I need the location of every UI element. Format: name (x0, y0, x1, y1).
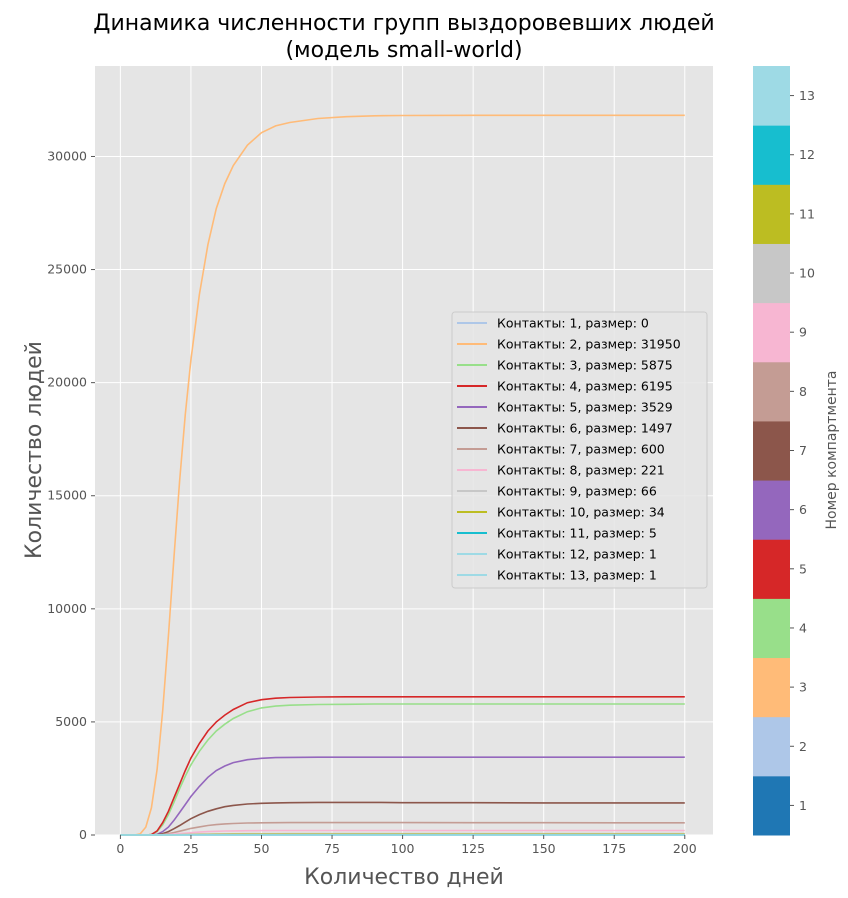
legend-box (451, 311, 708, 589)
colorbar-tick-label: 6 (799, 502, 807, 517)
legend-entry-8: Контакты: 8, размер: 221 (497, 463, 665, 478)
y-tick-label: 0 (79, 827, 87, 842)
legend-entry-7: Контакты: 7, размер: 600 (497, 442, 665, 457)
x-tick-label: 50 (254, 841, 270, 856)
colorbar-segment-13 (753, 66, 790, 126)
colorbar-tick-label: 8 (799, 384, 807, 399)
x-tick-label: 100 (391, 841, 415, 856)
x-tick-label: 25 (183, 841, 199, 856)
colorbar-tick-label: 2 (799, 739, 807, 754)
colorbar-tick-label: 10 (799, 266, 815, 281)
x-axis-label: Количество дней (304, 865, 504, 890)
series-line-4 (120, 696, 685, 836)
colorbar-tick-label: 4 (799, 620, 807, 635)
colorbar-segment-5 (753, 539, 790, 599)
colorbar-segment-10 (753, 243, 790, 304)
colorbar-tick-label: 13 (799, 88, 815, 103)
colorbar-tick-label: 9 (799, 325, 807, 340)
y-tick-labels: 0 5000 10000 15000 20000 25000 30000 (47, 148, 95, 842)
series-lines (120, 114, 685, 836)
colorbar-tick-label: 7 (799, 443, 807, 458)
legend-entry-10: Контакты: 10, размер: 34 (497, 505, 665, 520)
legend-entry-13: Контакты: 13, размер: 1 (497, 568, 657, 583)
y-tick-label: 30000 (47, 148, 87, 163)
colorbar-segment-4 (753, 598, 790, 659)
y-axis-label: Количество людей (22, 341, 47, 559)
colorbar-segment-6 (753, 480, 790, 540)
colorbar-segment-12 (753, 125, 790, 185)
colorbar-segment-11 (753, 184, 790, 244)
legend-entry-5: Контакты: 5, размер: 3529 (497, 400, 673, 415)
legend-entry-6: Контакты: 6, размер: 1497 (497, 421, 673, 436)
legend-entry-4: Контакты: 4, размер: 6195 (497, 379, 673, 394)
series-line-2 (120, 114, 685, 836)
colorbar-tick-label: 1 (799, 798, 807, 813)
colorbar-segment-8 (753, 361, 790, 422)
colorbar-segment-3 (753, 657, 790, 718)
colorbar-tick-label: 11 (799, 206, 815, 221)
colorbar-tick-label: 3 (799, 680, 807, 695)
y-tick-label: 20000 (47, 375, 87, 390)
legend-entry-1: Контакты: 1, размер: 0 (497, 316, 649, 331)
legend-entry-9: Контакты: 9, размер: 66 (497, 484, 657, 499)
legend-entry-3: Контакты: 3, размер: 5875 (497, 358, 673, 373)
colorbar-tick-label: 5 (799, 561, 807, 576)
x-tick-label: 0 (116, 841, 124, 856)
colorbar-tick-label: 12 (799, 147, 815, 162)
y-tick-label: 10000 (47, 601, 87, 616)
colorbar-segment-1 (753, 775, 790, 836)
colorbar-segment-9 (753, 302, 790, 363)
legend-entry-11: Контакты: 11, размер: 5 (497, 526, 657, 541)
y-tick-label: 15000 (47, 488, 87, 503)
legend-entry-2: Контакты: 2, размер: 31950 (497, 337, 681, 352)
y-tick-label: 5000 (55, 714, 87, 729)
x-tick-label: 200 (673, 841, 697, 856)
chart-title-line1: Динамика численности групп выздоровевших… (93, 11, 714, 36)
x-tick-label: 175 (602, 841, 626, 856)
x-tick-label: 75 (324, 841, 340, 856)
colorbar-segment-2 (753, 716, 790, 777)
colorbar-segment-7 (753, 420, 790, 481)
x-tick-labels: 0 25 50 75 100 125 150 175 200 (116, 835, 697, 856)
x-tick-label: 150 (532, 841, 556, 856)
x-tick-label: 125 (461, 841, 485, 856)
legend-entry-12: Контакты: 12, размер: 1 (497, 547, 657, 562)
chart-title-line2: (модель small-world) (285, 38, 522, 63)
y-tick-label: 25000 (47, 262, 87, 277)
colorbar-label: Номер компартмента (824, 370, 840, 529)
legend: Контакты: 1, размер: 0 Контакты: 2, разме… (451, 311, 708, 589)
